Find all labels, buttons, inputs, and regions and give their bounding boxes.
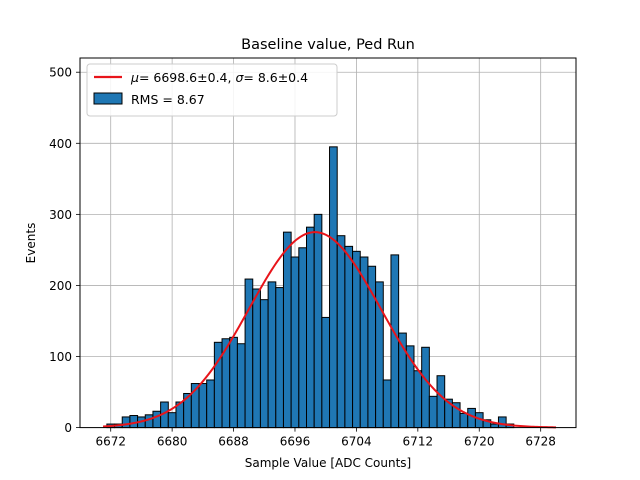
legend-mu-symbol: μ bbox=[130, 70, 139, 85]
legend-mu-value: = 6698.6±0.4, bbox=[139, 70, 235, 85]
x-axis-ticks: 6672 6680 6688 6696 6704 6712 6720 6728 bbox=[95, 427, 556, 449]
histogram-bar bbox=[259, 299, 269, 429]
histogram-bar bbox=[282, 231, 292, 429]
histogram-bar bbox=[421, 346, 430, 429]
histogram-bar bbox=[229, 336, 238, 429]
gaussian-fit-curve bbox=[102, 231, 557, 429]
histogram-bar bbox=[313, 213, 323, 429]
histogram-bar bbox=[321, 316, 331, 429]
histogram-bar bbox=[252, 288, 261, 429]
histogram-bar bbox=[290, 256, 300, 429]
histogram-bar bbox=[267, 281, 277, 429]
y-tick-label: 300 bbox=[49, 208, 72, 222]
legend-hist-label: RMS = 8.67 bbox=[131, 92, 205, 107]
histogram-bar bbox=[306, 226, 315, 429]
legend-sigma-value: = 8.6±0.4 bbox=[243, 70, 308, 85]
histogram-bar bbox=[352, 250, 361, 429]
histogram-bar bbox=[244, 278, 254, 429]
legend-fit-label: μ= 6698.6±0.4, σ= 8.6±0.4 bbox=[130, 70, 308, 85]
histogram-bar bbox=[459, 412, 469, 429]
histogram-bar bbox=[375, 281, 384, 429]
histogram-bar bbox=[206, 379, 215, 429]
histogram-bar bbox=[413, 370, 423, 429]
histogram-bars bbox=[106, 146, 515, 429]
histogram-bar bbox=[152, 410, 162, 429]
histogram-bar bbox=[428, 395, 438, 429]
histogram-bar bbox=[367, 265, 377, 429]
histogram-bar bbox=[144, 414, 154, 429]
x-axis-label: Sample Value [ADC Counts] bbox=[245, 456, 411, 470]
x-tick-label: 6728 bbox=[525, 435, 556, 449]
plot-frame bbox=[79, 57, 577, 429]
histogram-bar bbox=[436, 375, 446, 429]
histogram-bar bbox=[329, 146, 338, 429]
y-axis-ticks: 0 100 200 300 400 500 bbox=[49, 66, 80, 435]
x-tick-label: 6696 bbox=[280, 435, 311, 449]
x-tick-label: 6704 bbox=[341, 435, 372, 449]
x-tick-label: 6672 bbox=[95, 435, 126, 449]
histogram-bar bbox=[497, 416, 507, 429]
histogram-bar bbox=[198, 383, 208, 429]
legend-box bbox=[86, 63, 338, 117]
histogram-bar bbox=[121, 416, 131, 429]
y-tick-label: 0 bbox=[64, 421, 72, 435]
chart-title: Baseline value, Ped Run bbox=[241, 37, 415, 53]
y-tick-label: 200 bbox=[49, 279, 72, 293]
legend: μ= 6698.6±0.4, σ= 8.6±0.4 RMS = 8.67 bbox=[86, 63, 338, 117]
histogram-bar bbox=[490, 423, 499, 429]
x-tick-label: 6688 bbox=[218, 435, 249, 449]
y-axis-label: Events bbox=[24, 223, 38, 264]
legend-sigma-symbol: σ bbox=[235, 70, 244, 85]
y-tick-label: 400 bbox=[49, 137, 72, 151]
y-tick-label: 100 bbox=[49, 350, 72, 364]
legend-hist-swatch bbox=[93, 92, 123, 105]
histogram-bar bbox=[298, 247, 308, 429]
x-tick-label: 6680 bbox=[157, 435, 188, 449]
histogram-bar bbox=[390, 254, 400, 429]
x-tick-label: 6712 bbox=[403, 435, 434, 449]
histogram-bar bbox=[382, 379, 392, 429]
histogram-bar bbox=[336, 235, 346, 429]
y-tick-label: 500 bbox=[49, 66, 72, 80]
histogram-bar bbox=[167, 412, 177, 429]
x-tick-label: 6720 bbox=[464, 435, 495, 449]
histogram-bar bbox=[344, 245, 354, 429]
histogram-bar bbox=[275, 287, 284, 429]
histogram-bar bbox=[236, 343, 246, 429]
